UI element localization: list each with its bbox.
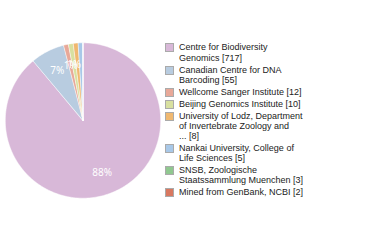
html-text:SNSB, Zoologische Staatssammlu: SNSB, Zoologische Staatssammlung Muenche… — [179, 165, 304, 186]
html-text:Canadian Centre for DNA Barcod: Canadian Centre for DNA Barcoding [55] — [179, 64, 282, 85]
html-text:Wellcome Sanger Institute [12]: Wellcome Sanger Institute [12] — [179, 86, 302, 97]
svg-text:7%: 7% — [50, 63, 64, 77]
svg-text:1%: 1% — [67, 57, 81, 71]
html-text:Mined from GenBank, NCBI [2]: Mined from GenBank, NCBI [2] — [179, 187, 304, 198]
html-text:Nankai University, College of: Nankai University, College of Life Scien… — [179, 143, 294, 164]
html-text:Centre for Biodiversity Genomi: Centre for Biodiversity Genomics [717] — [179, 42, 268, 63]
svg-text:88%: 88% — [92, 165, 112, 179]
html-text:Beijing Genomics Institute [10: Beijing Genomics Institute [10] — [179, 98, 301, 109]
html-text:University of Lodz, Department: University of Lodz, Department of Invert… — [179, 110, 303, 142]
